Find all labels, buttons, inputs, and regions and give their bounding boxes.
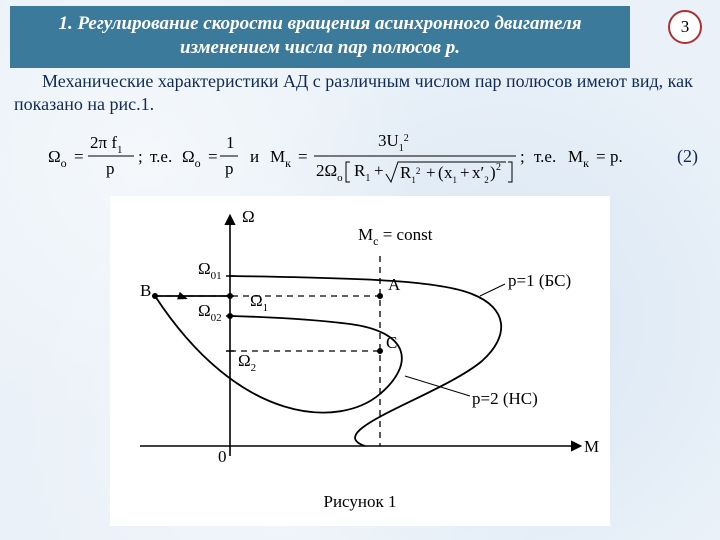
formula-row: Ωо = 2π f1 p ; т.е. Ωо = 1 p и Mк = 3U12… [0, 128, 720, 188]
svg-text:Ωо: Ωо [48, 147, 67, 170]
svg-text:Ω02: Ω02 [198, 301, 222, 324]
svg-text:p=2 (НС): p=2 (НС) [472, 389, 538, 408]
section-header: 1. Регулирование скорости вращения асинх… [10, 6, 630, 68]
page-number: 3 [681, 17, 690, 37]
svg-text:+: + [460, 163, 470, 182]
svg-text:x1: x1 [444, 163, 457, 185]
formula-svg: Ωо = 2π f1 p ; т.е. Ωо = 1 p и Mк = 3U12… [48, 128, 648, 186]
svg-text:R12: R12 [400, 163, 420, 185]
svg-text:;: ; [520, 147, 525, 166]
svg-text:Ωо: Ωо [182, 147, 201, 170]
svg-text:+: + [426, 163, 436, 182]
svg-text:т.е.: т.е. [150, 147, 172, 166]
svg-text:p=1 (БС): p=1 (БС) [508, 271, 571, 290]
svg-text:M: M [584, 437, 599, 456]
svg-text:C: C [386, 333, 397, 352]
header-line-2: изменением числа пар полюсов p. [180, 37, 460, 58]
page-number-badge: 3 [668, 10, 702, 44]
header-line-1: 1. Регулирование скорости вращения асинх… [59, 13, 582, 34]
svg-text:Ω01: Ω01 [198, 259, 222, 282]
svg-text:1: 1 [226, 133, 235, 152]
svg-text:=: = [596, 147, 606, 166]
svg-text:p: p [225, 159, 234, 178]
svg-text:2Ωо: 2Ωо [316, 161, 343, 184]
svg-text:=: = [208, 147, 218, 166]
figure-1: Ω M 0 Mс = const Ω01 Ω02 Ω1 Ω2 A B C p=1… [110, 196, 610, 526]
svg-text:+: + [374, 161, 384, 180]
svg-text:p: p [106, 159, 115, 178]
svg-text:A: A [388, 275, 401, 294]
svg-text:=: = [298, 147, 308, 166]
svg-text:;: ; [138, 147, 143, 166]
intro-text: Механические характеристики АД с различн… [14, 71, 693, 114]
svg-text:0: 0 [218, 447, 227, 466]
svg-text:B: B [140, 281, 151, 300]
svg-text:Ω: Ω [242, 207, 255, 226]
svg-text:и: и [250, 147, 259, 166]
figure-svg: Ω M 0 Mс = const Ω01 Ω02 Ω1 Ω2 A B C p=1… [110, 196, 610, 496]
intro-paragraph: Механические характеристики АД с различн… [14, 70, 706, 117]
svg-text:Ω1: Ω1 [250, 291, 268, 314]
svg-text:2π f1: 2π f1 [90, 133, 123, 156]
svg-text:p.: p. [610, 147, 623, 166]
svg-text:Ω2: Ω2 [238, 351, 256, 374]
svg-text:x′2: x′2 [472, 163, 489, 185]
svg-text:Mк: Mк [270, 147, 291, 170]
svg-text:R1: R1 [354, 161, 370, 184]
svg-text:Mс = const: Mс = const [358, 225, 433, 248]
equation-number: (2) [677, 146, 698, 167]
svg-text:): ) [490, 163, 496, 182]
svg-text:2: 2 [496, 162, 501, 173]
svg-text:=: = [74, 147, 84, 166]
svg-text:3U12: 3U12 [378, 131, 409, 154]
figure-caption: Рисунок 1 [110, 492, 610, 512]
svg-text:т.е.: т.е. [534, 147, 556, 166]
svg-text:Mк: Mк [568, 147, 589, 170]
